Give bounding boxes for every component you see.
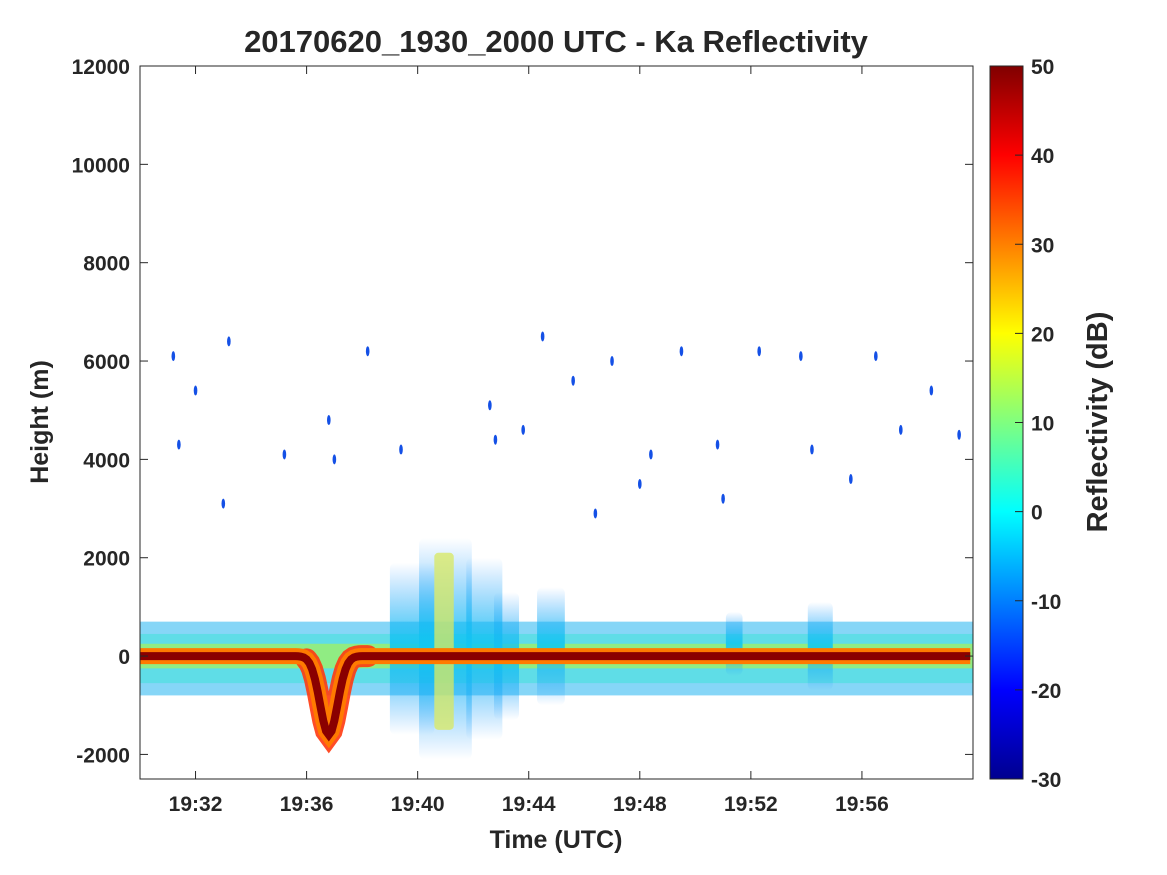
plot-area: 19:32 19:36 19:40 19:44 19:48 19:52 19:56 -2000…	[72, 56, 974, 816]
sparse-echo	[177, 439, 181, 450]
y-tick-label: 0	[118, 646, 130, 669]
y-tick-label: 2000	[83, 548, 130, 571]
colorbar-tick-label: 30	[1031, 234, 1054, 257]
sparse-echo	[721, 493, 725, 504]
sparse-echo	[899, 424, 903, 435]
sparse-echo	[679, 346, 684, 357]
x-tick-label: 19:48	[613, 793, 667, 816]
x-tick-label: 19:36	[280, 793, 334, 816]
colorbar-tick-label: 20	[1031, 323, 1054, 346]
sparse-echo	[399, 444, 403, 455]
y-tick-label: 10000	[72, 154, 130, 177]
sparse-echo	[874, 351, 878, 362]
colorbar-ticks: -30 -20 -10 0 10 20 30 40 50	[1015, 56, 1061, 792]
colorbar-tick-label: -10	[1031, 591, 1061, 614]
y-tick-label: -2000	[76, 744, 130, 767]
sparse-echo	[849, 474, 853, 485]
sparse-echo	[171, 351, 176, 362]
convective-cell	[725, 611, 743, 676]
sparse-echo	[610, 356, 614, 367]
sparse-echo	[488, 400, 492, 411]
chart-title: 20170620_1930_2000 UTC - Ka Reflectivity	[244, 24, 869, 59]
sparse-echo	[638, 478, 642, 489]
sparse-echo	[540, 331, 545, 342]
colorbar-tick-label: -30	[1031, 769, 1061, 792]
y-tick-label: 4000	[83, 449, 130, 472]
sparse-echo	[715, 439, 720, 450]
sparse-echo	[571, 375, 575, 386]
convective-cell	[807, 601, 833, 691]
sparse-echo	[649, 449, 653, 460]
colorbar: -30 -20 -10 0 10 20 30 40 50 Reflectivity (dB)	[989, 56, 1114, 792]
sparse-echo	[757, 346, 761, 357]
x-axis-label: Time (UTC)	[490, 826, 623, 854]
plot-frame	[139, 65, 974, 780]
colorbar-tick-label: -20	[1031, 680, 1061, 703]
convective-core	[434, 552, 454, 730]
colorbar-tick-label: 40	[1031, 145, 1054, 168]
colorbar-label: Reflectivity (dB)	[1082, 312, 1114, 533]
sparse-echo	[929, 385, 934, 396]
sparse-echo	[810, 444, 814, 455]
convective-cell	[537, 587, 565, 706]
x-tick-label: 19:40	[391, 793, 445, 816]
sparse-echo	[332, 454, 337, 465]
x-tick-label: 19:32	[169, 793, 223, 816]
x-tick-label: 19:44	[502, 793, 556, 816]
x-tick-label: 19:52	[724, 793, 778, 816]
colorbar-tick-label: 0	[1031, 502, 1043, 525]
y-tick-label: 6000	[83, 351, 130, 374]
sparse-echo	[593, 508, 598, 519]
colorbar-tick-label: 10	[1031, 413, 1054, 436]
sparse-echo	[227, 336, 231, 347]
sparse-echo	[799, 351, 803, 362]
sparse-echo	[521, 424, 525, 435]
y-tick-label: 8000	[83, 253, 130, 276]
y-tick-label: 12000	[72, 56, 130, 79]
sparse-echo	[493, 434, 498, 445]
y-axis-label: Height (m)	[26, 360, 54, 484]
sparse-echo	[282, 449, 287, 460]
surface-return-core	[140, 652, 971, 742]
sparse-echo	[221, 498, 226, 509]
sparse-echo	[957, 429, 961, 440]
sparse-echo	[327, 415, 331, 426]
axis-ticks: 19:32 19:36 19:40 19:44 19:48 19:52 19:56 -2000…	[72, 56, 973, 816]
reflectivity-field	[140, 331, 973, 760]
colorbar-tick-label: 50	[1031, 56, 1054, 79]
x-tick-label: 19:56	[835, 793, 889, 816]
sparse-echo	[365, 346, 370, 357]
sparse-echo	[193, 385, 198, 396]
